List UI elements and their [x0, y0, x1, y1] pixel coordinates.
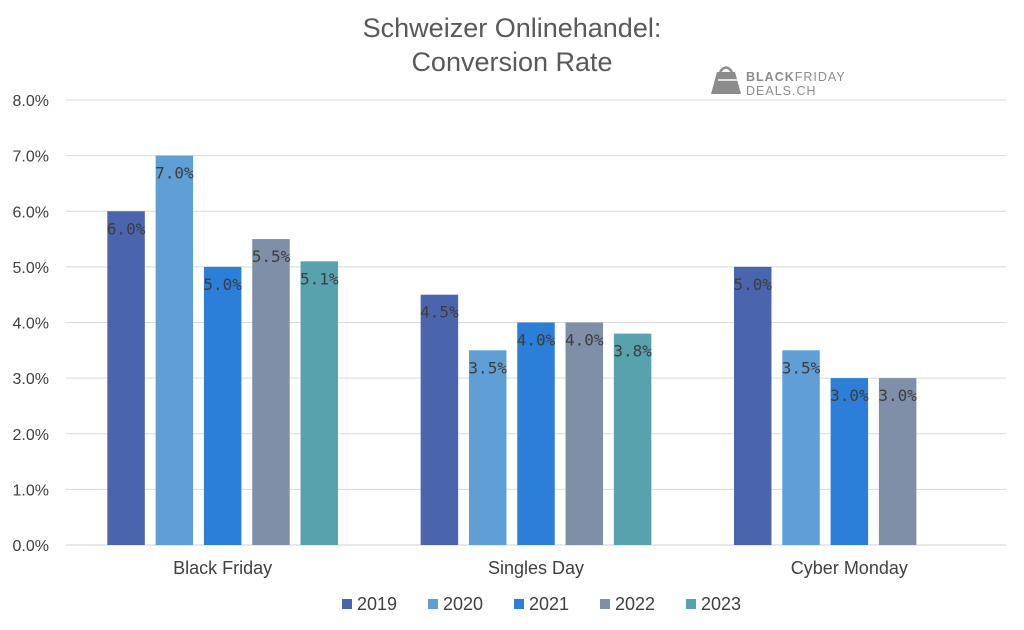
- legend-label: 2019: [357, 594, 397, 614]
- legend-swatch: [514, 599, 524, 609]
- bar-2019-cyber-monday: [733, 266, 772, 546]
- y-tick-label: 1.0%: [13, 482, 49, 499]
- x-axis: Black Friday Singles Day Cyber Monday: [173, 558, 908, 578]
- legend-label: 2022: [615, 594, 655, 614]
- logo-black-word: BLACK: [746, 70, 795, 84]
- data-label: 3.0%: [830, 386, 869, 405]
- data-labels: 6.0% 7.0% 5.0% 5.5% 5.1% 4.5% 3.5% 4.0% 4.0% 3.8%…: [107, 164, 917, 406]
- bar-2022-singles-day: [565, 322, 604, 545]
- y-tick-label: 6.0%: [13, 204, 49, 221]
- shopping-bag-icon: [711, 66, 741, 94]
- legend-item-2022: 2022: [600, 594, 655, 614]
- legend-label: 2021: [529, 594, 569, 614]
- data-label: 5.0%: [733, 275, 772, 294]
- logo-friday-word: FRIDAY: [795, 70, 846, 84]
- y-tick-label: 0.0%: [13, 538, 49, 555]
- y-tick-label: 3.0%: [13, 371, 49, 388]
- x-category-label: Black Friday: [173, 558, 272, 578]
- data-label: 3.8%: [613, 342, 652, 361]
- y-tick-label: 5.0%: [13, 260, 49, 277]
- bars: [107, 155, 917, 546]
- y-axis: 0.0% 1.0% 2.0% 3.0% 4.0% 5.0% 6.0% 7.0% 8.0%: [13, 93, 49, 555]
- legend-item-2020: 2020: [428, 594, 483, 614]
- data-label: 5.0%: [203, 275, 242, 294]
- x-category-label: Cyber Monday: [791, 558, 908, 578]
- logo-line-1: BLACKFRIDAY: [746, 70, 846, 84]
- data-label: 3.5%: [468, 358, 507, 377]
- y-tick-label: 4.0%: [13, 316, 49, 333]
- data-label: 5.5%: [252, 247, 291, 266]
- legend-swatch: [600, 599, 610, 609]
- data-label: 6.0%: [107, 219, 146, 238]
- bar-2020-cyber-monday: [782, 350, 820, 545]
- chart-subtitle: Conversion Rate: [411, 47, 612, 77]
- bar-2022-cyber-monday: [878, 378, 917, 546]
- legend: 2019 2020 2021 2022 2023: [342, 594, 741, 614]
- data-label: 4.5%: [420, 303, 459, 322]
- bar-2020-singles-day: [468, 350, 507, 545]
- data-label: 4.0%: [565, 331, 604, 350]
- legend-item-2021: 2021: [514, 594, 569, 614]
- y-tick-label: 8.0%: [13, 93, 49, 110]
- legend-swatch: [342, 599, 352, 609]
- chart-title: Schweizer Onlinehandel:: [363, 13, 662, 43]
- legend-swatch: [686, 599, 696, 609]
- bar-2019-singles-day: [420, 294, 459, 545]
- logo-line-2: DEALS.CH: [746, 84, 817, 98]
- bar-2019-black-friday: [107, 211, 145, 545]
- legend-item-2023: 2023: [686, 594, 741, 614]
- y-tick-label: 7.0%: [13, 149, 49, 166]
- brand-logo: BLACKFRIDAY DEALS.CH: [711, 66, 846, 98]
- data-label: 5.1%: [300, 269, 339, 288]
- legend-item-2019: 2019: [342, 594, 397, 614]
- data-label: 4.0%: [517, 331, 556, 350]
- bar-2021-singles-day: [517, 322, 555, 545]
- legend-label: 2020: [443, 594, 483, 614]
- bar-2022-black-friday: [252, 239, 290, 545]
- bar-2023-singles-day: [613, 333, 652, 546]
- legend-label: 2023: [701, 594, 741, 614]
- bar-2020-black-friday: [155, 155, 194, 546]
- x-category-label: Singles Day: [488, 558, 584, 578]
- data-label: 3.0%: [878, 386, 917, 405]
- data-label: 3.5%: [782, 358, 821, 377]
- bar-2023-black-friday: [300, 261, 339, 545]
- legend-swatch: [428, 599, 438, 609]
- chart-title-group: Schweizer Onlinehandel: Conversion Rate: [363, 13, 662, 77]
- bar-2021-black-friday: [203, 266, 242, 546]
- y-tick-label: 2.0%: [13, 427, 49, 444]
- data-label: 7.0%: [155, 164, 194, 183]
- bar-2021-cyber-monday: [830, 378, 869, 546]
